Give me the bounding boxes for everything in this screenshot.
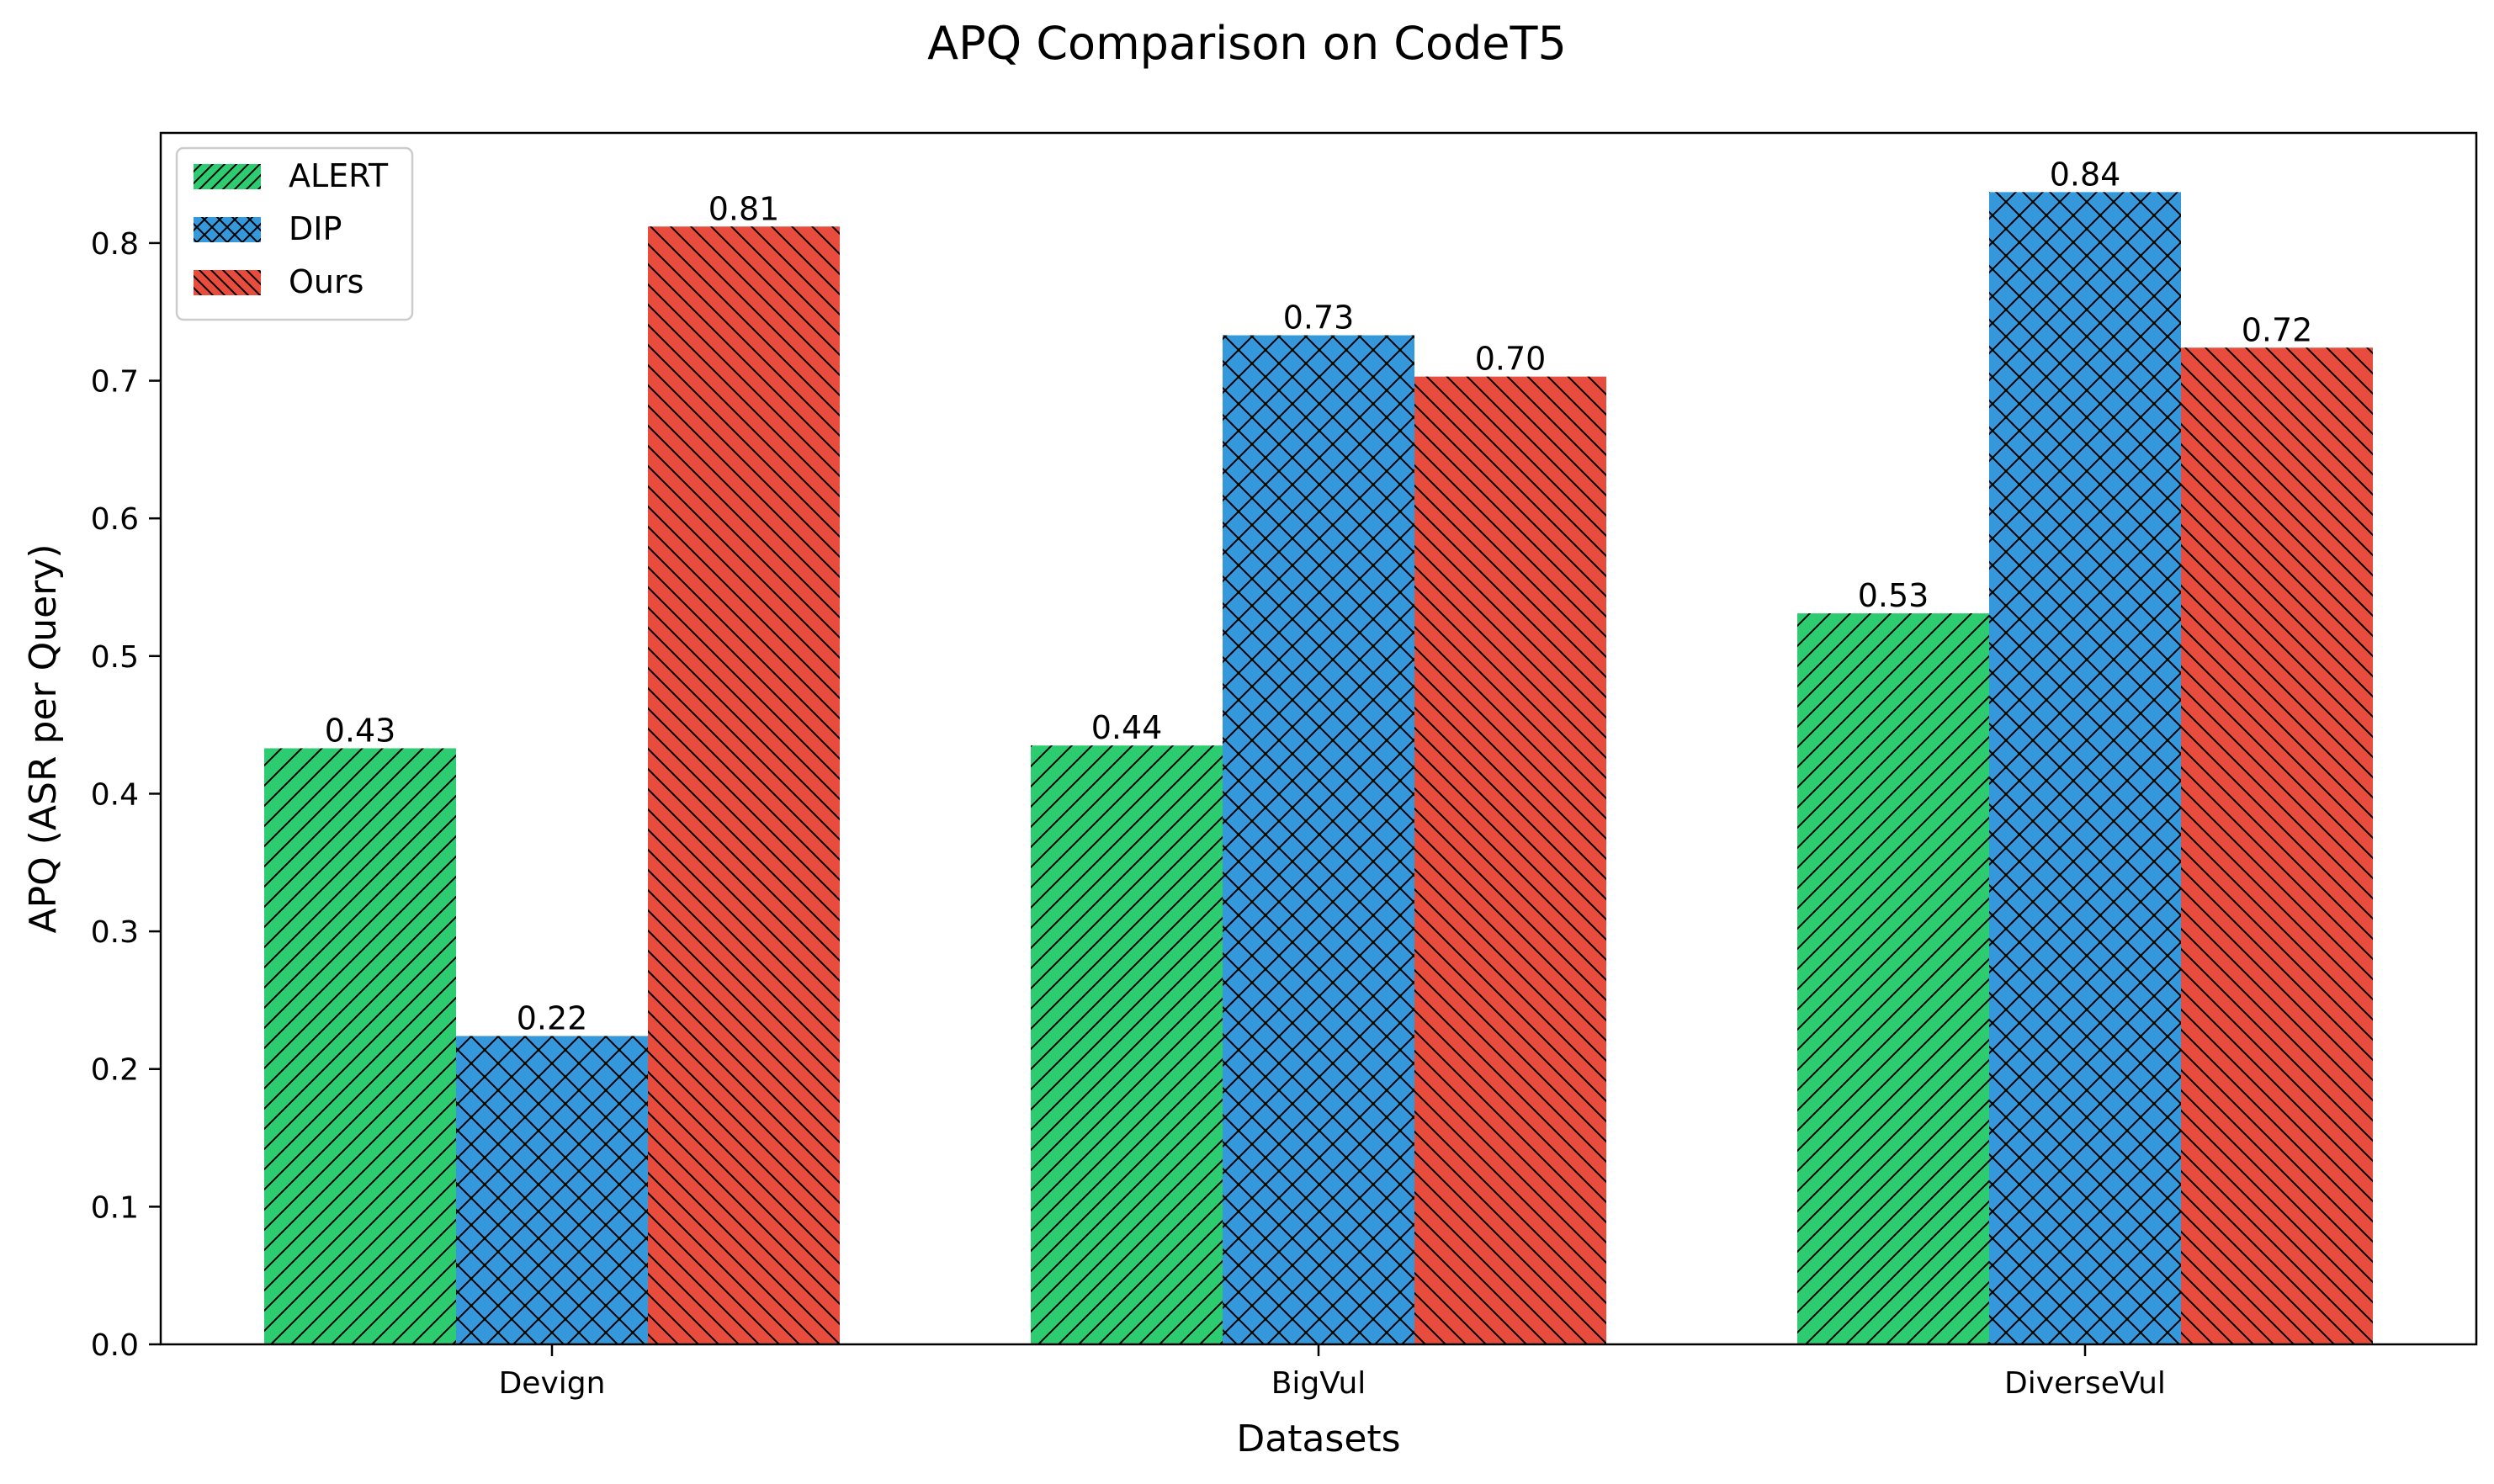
y-axis: 0.0 0.1 0.2 0.3 0.4 0.5 0.6 0.7 0.8 [91, 227, 161, 1363]
bar-label-ours-devign: 0.81 [708, 190, 780, 227]
bar-alert-diversevul [1797, 613, 1989, 1344]
bar-label-ours-bigvul: 0.70 [1475, 341, 1547, 378]
x-tick-label-diversevul: DiverseVul [2004, 1366, 2166, 1401]
legend-label: DIP [289, 210, 342, 247]
bar-hatch [648, 226, 840, 1345]
bar-labels-layer: 0.43 0.44 0.53 0.22 0.73 0.84 0.81 0.70 0.72 [325, 156, 2313, 1036]
legend-swatch-hatch [194, 164, 261, 189]
bar-label-dip-devign: 0.22 [517, 999, 588, 1036]
x-axis-title: Datasets [1236, 1418, 1400, 1460]
y-tick-label: 0.2 [91, 1053, 139, 1088]
bar-label-alert-diversevul: 0.53 [1858, 577, 1929, 614]
bar-hatch [1989, 192, 2181, 1344]
bar-label-alert-devign: 0.43 [325, 712, 396, 749]
bar-ours-devign [648, 226, 840, 1345]
bar-dip-devign [456, 1036, 648, 1344]
bar-hatch [264, 748, 456, 1344]
x-tick-label-devign: Devign [499, 1366, 606, 1401]
y-tick-label: 0.1 [91, 1190, 139, 1225]
bar-ours-bigvul [1414, 376, 1606, 1344]
legend-swatch-hatch [194, 217, 261, 242]
plot-frame [159, 131, 2478, 1346]
bar-hatch [456, 1036, 648, 1344]
bar-dip-bigvul [1223, 335, 1414, 1345]
legend-label: Ours [289, 263, 363, 300]
y-tick-label: 0.6 [91, 502, 139, 537]
chart-title: APQ Comparison on CodeT5 [927, 17, 1567, 70]
bar-alert-devign [264, 748, 456, 1344]
legend-swatch-hatch [194, 270, 261, 295]
bar-label-dip-diversevul: 0.84 [2050, 156, 2121, 193]
bar-dip-diversevul [1989, 192, 2181, 1344]
y-tick-label: 0.7 [91, 365, 139, 400]
bar-hatch [1414, 376, 1606, 1344]
y-tick-label: 0.4 [91, 777, 139, 812]
y-tick-label: 0.3 [91, 915, 139, 950]
bar-alert-bigvul [1031, 745, 1223, 1344]
bar-hatch [2181, 347, 2373, 1345]
bar-label-alert-bigvul: 0.44 [1091, 709, 1163, 746]
legend-item-dip: DIP [194, 210, 342, 247]
bars-layer [264, 192, 2373, 1345]
bar-hatch [1031, 745, 1223, 1344]
x-tick-label-bigvul: BigVul [1271, 1366, 1366, 1401]
y-tick-label: 0.5 [91, 640, 139, 675]
y-tick-label: 0.0 [91, 1328, 139, 1363]
bar-ours-diversevul [2181, 347, 2373, 1345]
legend-item-alert: ALERT [194, 157, 389, 194]
y-tick-label: 0.8 [91, 227, 139, 262]
bar-label-ours-diversevul: 0.72 [2242, 311, 2313, 348]
bar-label-dip-bigvul: 0.73 [1283, 299, 1355, 337]
legend-label: ALERT [289, 157, 389, 194]
bar-hatch [1797, 613, 1989, 1344]
legend-item-ours: Ours [194, 263, 363, 300]
legend: ALERT DIP Ours [175, 146, 414, 321]
x-axis: Devign BigVul DiverseVul [499, 1344, 2166, 1401]
y-axis-title: APQ (ASR per Query) [22, 544, 65, 934]
bar-hatch [1223, 335, 1414, 1345]
